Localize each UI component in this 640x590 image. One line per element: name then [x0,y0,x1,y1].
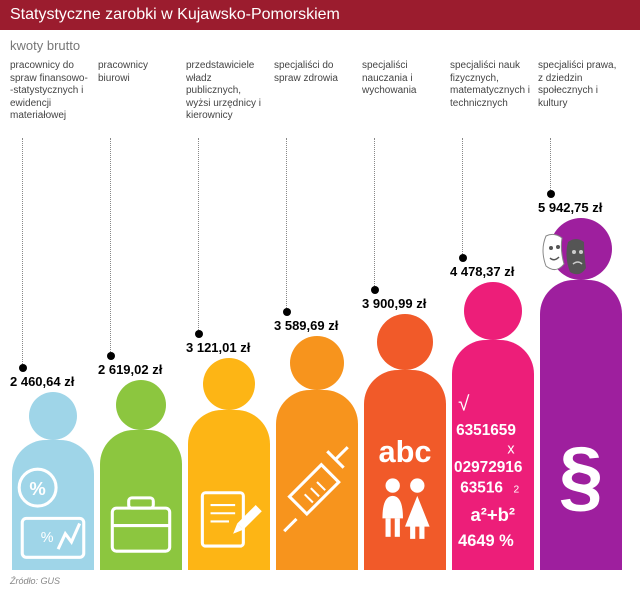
column-value: 3 589,69 zł [274,318,338,333]
person-figure: %% [12,392,94,570]
column-value: 3 900,99 zł [362,296,426,311]
chart-column: specjaliści nauk fizycznych, matematyczn… [450,60,536,570]
person-body [188,410,270,570]
person-figure [100,380,182,570]
syringe-icon [276,420,358,564]
chart-column: pracownicy do spraw finansowo- -statysty… [10,60,96,570]
person-body [276,390,358,570]
person-head [290,336,344,390]
person-figure [188,358,270,570]
chart-column: pracownicy biurowi 2 619,02 zł [98,60,184,570]
law-icon: § [540,310,622,564]
person-figure [276,336,358,570]
person-figure: √ 6351659 x 02972916 63516 2 a²+b² 4649 % [452,282,534,570]
person-body: √ 6351659 x 02972916 63516 2 a²+b² 4649 % [452,340,534,570]
column-label: specjaliści do spraw zdrowia [274,60,360,85]
person-head [464,282,522,340]
math-icon: √ 6351659 x 02972916 63516 2 a²+b² 4649 % [452,370,534,564]
chart-column: przedstawiciele władz publicznych, wyżsi… [186,60,272,570]
theater-masks-icon [534,230,594,280]
person-head [377,314,433,370]
column-value: 3 121,01 zł [186,340,250,355]
person-body [100,430,182,570]
svg-text:abc: abc [379,434,432,469]
person-head [116,380,166,430]
column-value: 5 942,75 zł [538,200,602,215]
person-body: § [540,280,622,570]
leader-line [550,138,551,194]
chart-column: specjaliści prawa, z dziedzin społecznyc… [538,60,624,570]
chart-column: specjaliści nauczania i wychowania 3 900,… [362,60,448,570]
svg-text:§: § [559,431,603,520]
source-text: Źródło: GUS [10,576,60,586]
svg-text:%: % [29,477,45,498]
leader-line [286,138,287,312]
column-value: 4 478,37 zł [450,264,514,279]
column-label: specjaliści nauczania i wychowania [362,60,448,98]
person-head [203,358,255,410]
person-figure: abc [364,314,446,570]
leader-line [198,138,199,334]
subtitle: kwoty brutto [0,30,640,53]
leader-line [462,138,463,258]
finance-icon: %% [12,470,94,564]
person-body: %% [12,440,94,570]
svg-text:02972916: 02972916 [454,459,522,476]
abc-icon: abc [364,400,446,564]
office-icon [100,460,182,564]
chart-area: pracownicy do spraw finansowo- -statysty… [10,60,630,570]
sign-icon [188,440,270,564]
leader-line [22,138,23,368]
person-figure: § [540,218,622,570]
svg-text:x: x [507,441,515,457]
column-label: przedstawiciele władz publicznych, wyżsi… [186,60,272,123]
svg-text:63516: 63516 [460,479,503,496]
column-label: pracownicy do spraw finansowo- -statysty… [10,60,96,123]
svg-text:4649 %: 4649 % [458,532,514,550]
person-head [29,392,77,440]
chart-column: specjaliści do spraw zdrowia 3 589,69 zł [274,60,360,570]
title-bar: Statystyczne zarobki w Kujawsko-Pomorski… [0,0,640,30]
column-label: specjaliści nauk fizycznych, matematyczn… [450,60,536,110]
svg-text:2: 2 [514,484,520,495]
column-value: 2 460,64 zł [10,374,74,389]
svg-text:a²+b²: a²+b² [470,504,515,525]
leader-line [374,138,375,290]
svg-text:%: % [41,529,54,545]
person-body: abc [364,370,446,570]
leader-line [110,138,111,356]
svg-text:√: √ [458,392,470,415]
column-value: 2 619,02 zł [98,362,162,377]
svg-text:6351659: 6351659 [456,422,516,439]
column-label: specjaliści prawa, z dziedzin społecznyc… [538,60,624,110]
title-text: Statystyczne zarobki w Kujawsko-Pomorski… [10,6,340,23]
column-label: pracownicy biurowi [98,60,184,85]
